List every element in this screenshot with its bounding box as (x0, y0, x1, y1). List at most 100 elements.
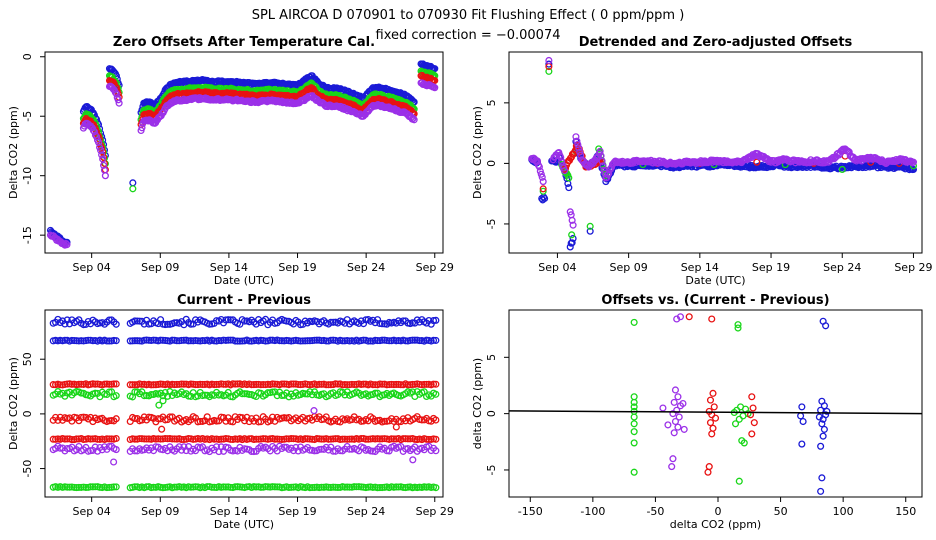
data-point-red (387, 380, 396, 388)
data-point-red (180, 380, 188, 388)
data-point-green (630, 413, 638, 421)
data-point-red (404, 435, 412, 443)
data-point-red (105, 435, 113, 443)
data-point-purple (659, 404, 667, 412)
data-point-red (432, 435, 440, 443)
data-point-red (329, 435, 337, 443)
data-point-blue (817, 442, 825, 450)
data-point-blue (282, 317, 291, 325)
data-point-blue (429, 336, 438, 344)
data-point-blue (568, 239, 576, 247)
data-point-red (264, 380, 272, 388)
data-point-blue (823, 407, 831, 415)
data-point-red (143, 435, 151, 443)
panels: Zero Offsets After Temperature Cal. Sep 0… (7, 35, 933, 531)
data-point-red (432, 416, 440, 424)
data-point-blue (798, 403, 806, 411)
data-point-purple (545, 56, 553, 65)
data-point-red (61, 435, 69, 443)
data-point-red (103, 435, 111, 443)
data-point-red (397, 381, 405, 389)
x-tick-label: Sep 04 (538, 261, 576, 274)
plot-points (49, 315, 440, 492)
data-point-purple (671, 386, 680, 394)
data-point-blue (178, 336, 186, 344)
data-point-blue (143, 336, 151, 344)
data-point-red (345, 435, 354, 443)
data-point-red (394, 380, 403, 389)
data-point-red (327, 381, 335, 389)
data-point-outliers (310, 407, 318, 415)
data-point-red (348, 380, 356, 388)
y-tick-label: -5 (485, 464, 498, 475)
data-point-green (371, 389, 379, 397)
y-tick-label: 50 (21, 352, 34, 366)
data-point-red (173, 380, 181, 388)
data-point-red (192, 381, 200, 389)
data-point-blue (364, 337, 372, 345)
data-point-green (630, 428, 638, 436)
data-point-red (334, 380, 342, 388)
data-point-blue (112, 320, 120, 328)
data-point-green (539, 187, 547, 195)
data-point-red (112, 434, 120, 443)
data-point-purple (114, 96, 122, 104)
data-point-green (245, 390, 253, 399)
data-point-purple (383, 447, 391, 455)
x-tick-label: 100 (833, 505, 854, 518)
data-point-blue (401, 337, 410, 345)
x-axis-label: Date (UTC) (214, 518, 274, 531)
data-point-green (66, 483, 74, 491)
data-point-purple (306, 446, 314, 454)
data-point-red (710, 403, 718, 411)
data-point-blue (432, 316, 440, 324)
data-point-red (233, 380, 242, 388)
data-point-green (131, 483, 139, 491)
data-point-red (150, 381, 158, 389)
data-point-blue (310, 336, 319, 344)
data-point-green (187, 483, 195, 491)
data-point-green (240, 390, 249, 398)
data-point-purple (431, 84, 439, 92)
data-point-green (105, 388, 113, 396)
data-point-purple (557, 153, 565, 161)
data-point-red (749, 404, 757, 412)
data-point-purple (96, 143, 104, 151)
data-point-red (408, 380, 417, 389)
data-point-purple (336, 447, 344, 455)
data-point-red (210, 381, 218, 389)
data-point-green (369, 483, 377, 491)
y-tick-label: 0 (485, 160, 498, 167)
data-point-purple (560, 167, 569, 175)
data-point-green (432, 484, 440, 492)
data-point-red (289, 435, 298, 443)
data-point-purple (680, 425, 688, 433)
data-point-red (252, 435, 260, 443)
data-point-green (317, 483, 326, 491)
x-tick-label: -100 (580, 505, 605, 518)
data-point-green (210, 483, 218, 491)
data-point-red (259, 435, 267, 443)
data-point-red (227, 435, 235, 443)
data-point-green (731, 420, 740, 428)
data-point-blue (171, 319, 179, 327)
data-point-purple (538, 173, 546, 181)
data-point-blue (317, 337, 326, 345)
data-point-red (87, 435, 95, 443)
data-point-blue (233, 337, 242, 345)
data-point-red (250, 381, 258, 389)
data-point-blue (187, 320, 195, 328)
data-point-blue (222, 336, 230, 344)
x-tick-label: Sep 19 (278, 261, 316, 274)
data-point-red (147, 381, 155, 389)
data-point-green (740, 439, 748, 447)
data-point-red (294, 380, 302, 389)
x-axis-label: Date (UTC) (685, 274, 745, 287)
data-point-green (264, 389, 272, 397)
data-point-green (376, 484, 384, 492)
x-tick-label: Sep 19 (752, 261, 790, 274)
data-point-red (380, 417, 389, 425)
data-point-blue (70, 337, 78, 345)
y-tick-label: -10 (21, 167, 34, 185)
data-point-red (140, 435, 148, 443)
